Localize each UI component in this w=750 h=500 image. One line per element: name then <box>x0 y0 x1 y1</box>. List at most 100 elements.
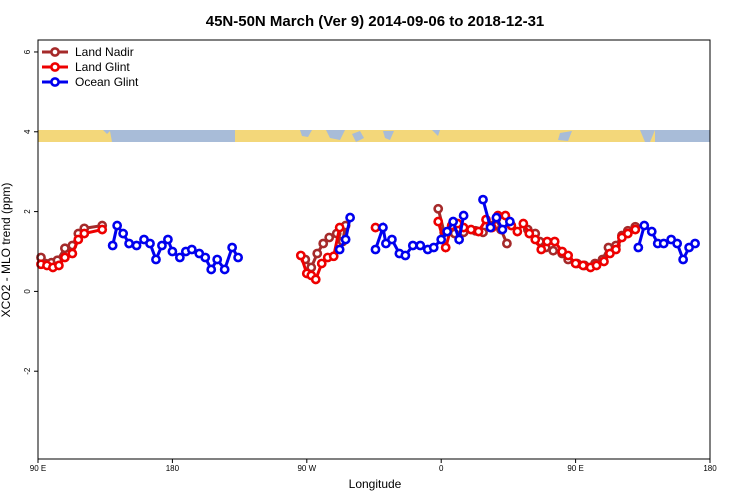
data-point-land-nadir <box>324 232 335 243</box>
data-point-ocean-glint <box>436 234 447 245</box>
data-point-ocean-glint <box>167 246 178 257</box>
plot-frame <box>37 39 711 460</box>
data-point-ocean-glint <box>672 238 683 249</box>
data-point-ocean-glint <box>206 264 217 275</box>
data-point-land-glint <box>549 236 560 247</box>
data-point-land-glint <box>97 224 108 235</box>
series-ocean-glint <box>107 194 700 275</box>
legend-label: Land Nadir <box>75 45 134 59</box>
data-point-ocean-glint <box>163 234 173 245</box>
data-point-ocean-glint <box>145 238 155 249</box>
data-point-ocean-glint <box>658 238 669 249</box>
data-point-ocean-glint <box>407 240 418 251</box>
data-point-ocean-glint <box>504 216 515 227</box>
data-point-land-glint <box>611 244 621 255</box>
data-point-ocean-glint <box>157 240 167 251</box>
data-point-land-glint <box>536 244 547 255</box>
legend-marker <box>50 47 60 57</box>
data-point-ocean-glint <box>186 244 197 255</box>
data-point-land-glint <box>591 260 602 271</box>
data-point-land-glint <box>370 222 381 233</box>
data-point-ocean-glint <box>345 212 356 223</box>
data-point-ocean-glint <box>340 234 351 245</box>
data-point-land-glint <box>524 228 535 239</box>
data-point-land-glint <box>518 218 529 229</box>
data-point-ocean-glint <box>370 244 381 255</box>
data-point-ocean-glint <box>633 242 644 253</box>
legend-label: Ocean Glint <box>75 75 139 89</box>
y-axis-label: XCO2 - MLO trend (ppm) <box>0 183 13 318</box>
data-point-ocean-glint <box>124 238 134 249</box>
legend-item-land-glint: Land Glint <box>42 60 130 74</box>
world-map-band <box>38 130 710 142</box>
data-point-land-glint <box>73 234 84 245</box>
data-point-ocean-glint <box>334 244 345 255</box>
data-point-land-nadir <box>548 245 559 256</box>
data-point-ocean-glint <box>442 226 453 237</box>
series-layer <box>36 194 700 285</box>
data-point-land-glint <box>578 260 588 271</box>
data-point-ocean-glint <box>454 234 465 245</box>
data-point-ocean-glint <box>378 222 388 233</box>
data-point-ocean-glint <box>690 238 700 249</box>
data-point-ocean-glint <box>131 240 142 251</box>
data-point-land-glint <box>473 226 484 237</box>
data-point-ocean-glint <box>219 264 230 275</box>
data-point-land-glint <box>79 228 90 239</box>
y-tick-label: 0 <box>23 289 32 294</box>
data-point-ocean-glint <box>212 254 223 265</box>
data-point-land-glint <box>433 216 444 227</box>
data-point-land-glint <box>466 224 476 235</box>
x-tick-label: 90 E <box>30 464 46 473</box>
data-point-land-glint <box>67 248 78 259</box>
x-tick-label: 90 W <box>297 464 316 473</box>
legend-marker <box>50 77 60 87</box>
data-point-ocean-glint <box>400 250 411 261</box>
data-point-land-nadir <box>502 238 512 249</box>
x-tick-label: 0 <box>439 464 444 473</box>
y-tick-label: -2 <box>23 367 32 375</box>
data-point-land-glint <box>512 226 523 237</box>
series-land-glint <box>36 210 641 285</box>
data-point-ocean-glint <box>174 252 185 263</box>
data-point-land-glint <box>54 260 64 271</box>
data-point-ocean-glint <box>227 242 238 253</box>
data-point-ocean-glint <box>646 226 657 237</box>
data-point-ocean-glint <box>639 220 650 231</box>
data-point-ocean-glint <box>415 240 426 251</box>
x-tick-label: 180 <box>703 464 717 473</box>
data-point-ocean-glint <box>485 222 496 233</box>
data-point-land-glint <box>328 251 339 262</box>
data-point-ocean-glint <box>107 240 118 251</box>
data-point-ocean-glint <box>233 252 244 263</box>
data-point-land-glint <box>295 250 306 261</box>
data-point-land-glint <box>530 234 541 245</box>
legend-item-ocean-glint: Ocean Glint <box>42 75 139 89</box>
data-point-land-nadir <box>312 248 323 259</box>
legend-label: Land Glint <box>75 60 130 74</box>
data-point-land-glint <box>630 224 641 235</box>
y-tick-label: 6 <box>23 49 32 54</box>
data-point-land-nadir <box>433 203 444 214</box>
data-point-ocean-glint <box>151 254 161 265</box>
data-point-ocean-glint <box>478 194 488 205</box>
legend-marker <box>50 62 60 72</box>
data-point-ocean-glint <box>200 252 211 263</box>
data-point-land-glint <box>440 242 451 253</box>
data-point-land-glint <box>59 252 70 263</box>
legend-item-land-nadir: Land Nadir <box>42 45 134 59</box>
x-tick-label: 90 E <box>567 464 583 473</box>
data-point-ocean-glint <box>448 216 459 227</box>
y-tick-label: 2 <box>23 209 32 214</box>
data-point-land-glint <box>316 258 327 269</box>
data-point-land-glint <box>563 250 574 261</box>
data-point-ocean-glint <box>112 220 123 231</box>
data-point-land-glint <box>599 256 609 267</box>
y-tick-label: 4 <box>23 129 32 134</box>
data-point-land-nadir <box>318 238 329 249</box>
data-point-ocean-glint <box>678 254 689 265</box>
data-point-land-glint <box>622 228 633 239</box>
axis-ticks: 90 E 180 90 W 0 90 E 180 -2 0 2 4 6 <box>23 49 717 473</box>
